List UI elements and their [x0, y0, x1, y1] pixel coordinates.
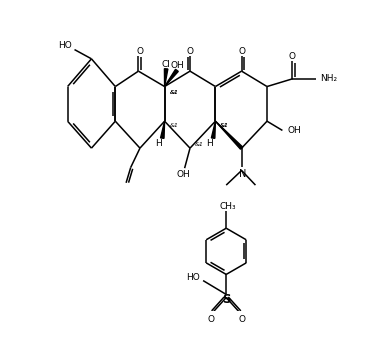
Text: O: O [137, 47, 144, 55]
Text: &1: &1 [169, 90, 178, 95]
Text: Cl: Cl [162, 60, 170, 69]
Text: S: S [222, 293, 231, 306]
Text: HO: HO [59, 41, 72, 50]
Text: N: N [239, 169, 246, 179]
Text: O: O [289, 52, 296, 61]
Text: H: H [206, 139, 213, 148]
Text: O: O [207, 314, 214, 324]
Text: &1: &1 [169, 90, 178, 95]
Text: &1: &1 [169, 122, 178, 127]
Text: O: O [186, 47, 194, 55]
Text: HO: HO [186, 273, 200, 282]
Text: NH₂: NH₂ [320, 74, 337, 83]
Text: O: O [238, 47, 245, 55]
Text: OH: OH [287, 126, 301, 135]
Polygon shape [216, 121, 243, 149]
Text: &1: &1 [195, 142, 204, 147]
Text: H: H [155, 139, 162, 148]
Polygon shape [211, 121, 216, 138]
Text: OH: OH [170, 61, 184, 70]
Text: CH₃: CH₃ [219, 202, 236, 211]
Text: OH: OH [176, 170, 190, 179]
Text: &1: &1 [220, 122, 229, 127]
Polygon shape [164, 69, 178, 87]
Text: O: O [238, 314, 245, 324]
Text: &1: &1 [220, 122, 229, 127]
Polygon shape [160, 121, 164, 138]
Polygon shape [164, 69, 168, 87]
